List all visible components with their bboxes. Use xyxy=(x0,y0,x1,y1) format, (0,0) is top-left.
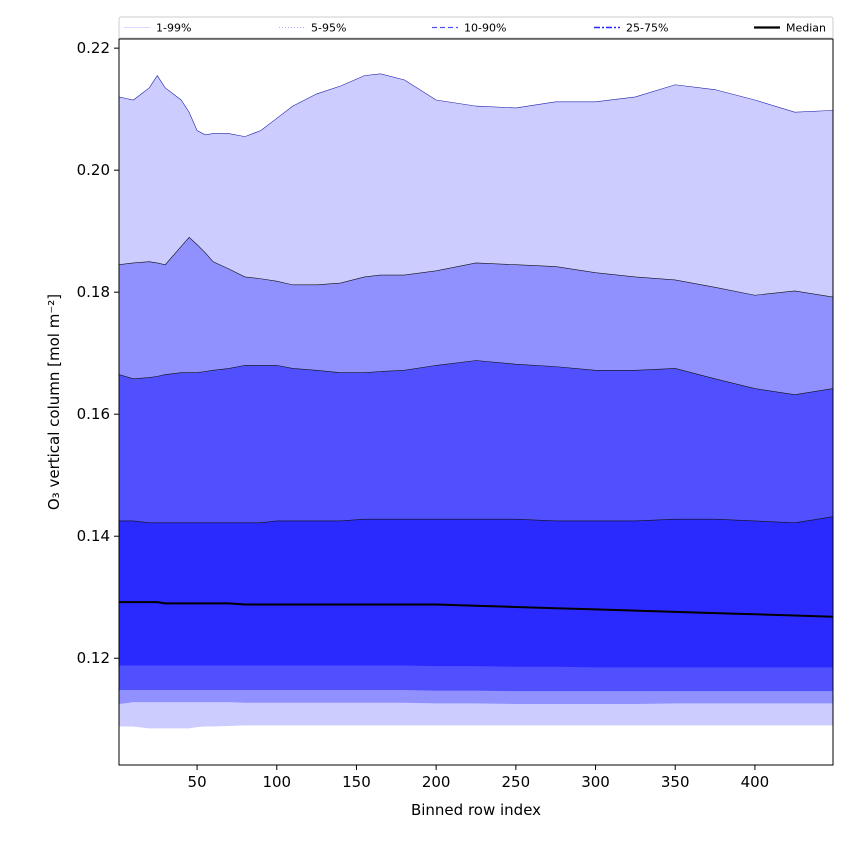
band-upper-edge-5-95pct xyxy=(119,236,833,298)
x-axis-label: Binned row index xyxy=(411,801,541,819)
y-tick-label: 0.14 xyxy=(77,527,110,545)
legend-label: 5-95% xyxy=(311,22,346,35)
y-tick-label: 0.16 xyxy=(77,405,110,423)
band-upper-edge-10-90pct xyxy=(119,360,833,395)
legend-item: 25-75% xyxy=(594,22,668,35)
x-axis: 50 100 150 200 250 300 350 400 xyxy=(188,765,770,791)
y-tick-label: 0.22 xyxy=(77,39,110,57)
legend-item: 10-90% xyxy=(432,22,506,35)
x-tick-label: 250 xyxy=(502,773,531,791)
median-layer xyxy=(119,601,833,618)
y-tick-label: 0.12 xyxy=(77,649,110,667)
plot-frame xyxy=(118,38,834,766)
x-tick-label: 200 xyxy=(422,773,451,791)
x-tick-label: 150 xyxy=(342,773,371,791)
x-tick-label: 400 xyxy=(741,773,770,791)
y-axis: 0.12 0.14 0.16 0.18 0.20 0.22 xyxy=(77,39,119,667)
band-upper-edge-25-75pct xyxy=(119,516,833,524)
legend-item: 5-95% xyxy=(279,22,346,35)
legend-item: Median xyxy=(754,22,826,35)
legend-box xyxy=(118,16,834,39)
band-upper-edge-1-99pct xyxy=(119,73,833,137)
band-25-75pct xyxy=(119,516,833,668)
x-tick-label: 50 xyxy=(188,773,207,791)
x-tick-label: 300 xyxy=(581,773,610,791)
y-tick-label: 0.20 xyxy=(77,161,110,179)
legend-label: 10-90% xyxy=(464,22,506,35)
y-tick-label: 0.18 xyxy=(77,283,110,301)
legend: 1-99% 5-95% 10-90% 25-75% Median xyxy=(118,16,834,39)
median-line xyxy=(119,601,833,618)
legend-label: Median xyxy=(786,22,826,35)
legend-item: 1-99% xyxy=(124,22,191,35)
x-tick-label: 100 xyxy=(262,773,291,791)
legend-label: 1-99% xyxy=(156,22,191,35)
bands-layer xyxy=(119,73,833,729)
x-tick-label: 350 xyxy=(661,773,690,791)
legend-label: 25-75% xyxy=(626,22,668,35)
y-axis-label: O₃ vertical column [mol m⁻²] xyxy=(45,294,63,510)
